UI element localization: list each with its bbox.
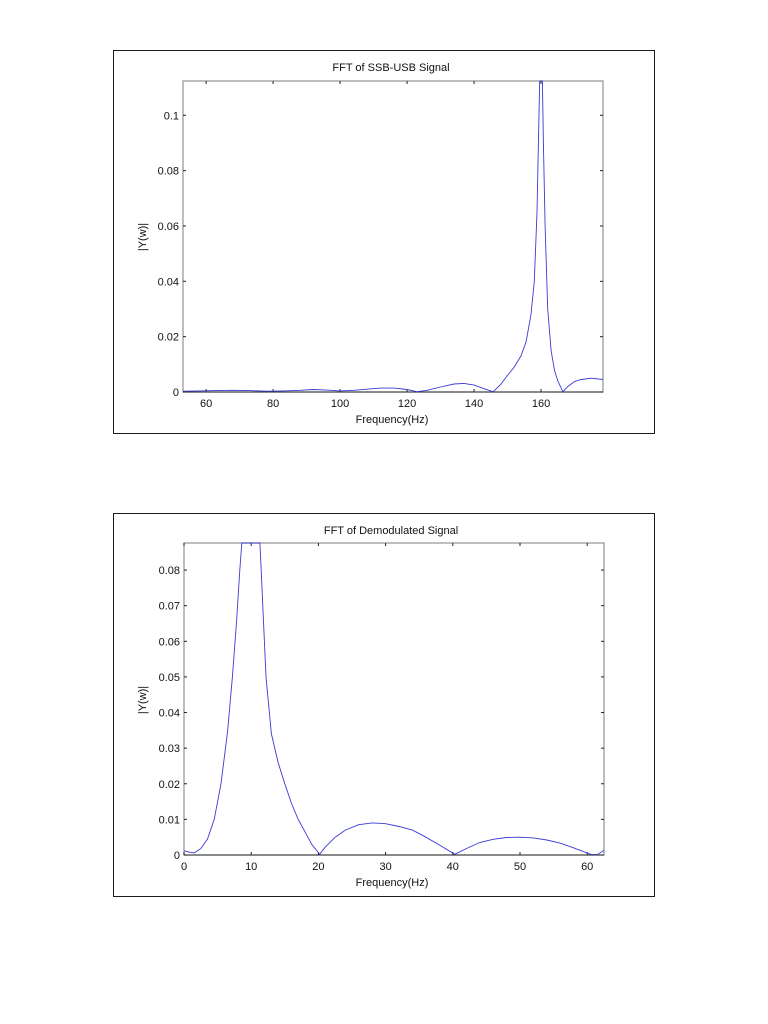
fft-curve — [182, 80, 604, 393]
plot-area-border — [183, 542, 605, 856]
y-tick-label: 0 — [173, 387, 179, 399]
x-tick-label: 160 — [532, 398, 550, 410]
y-tick-label: 0.07 — [159, 601, 180, 613]
y-tick-label: 0.02 — [158, 332, 179, 344]
y-tick-label: 0.03 — [159, 743, 180, 755]
fft-curve — [183, 542, 605, 856]
y-tick-label: 0.06 — [159, 636, 180, 648]
x-tick-label: 140 — [465, 398, 483, 410]
x-tick-label: 100 — [331, 398, 349, 410]
y-tick-label: 0.06 — [158, 221, 179, 233]
x-tick-label: 50 — [514, 861, 526, 873]
y-tick-label: 0.01 — [159, 814, 180, 826]
x-tick-label: 20 — [312, 861, 324, 873]
ticks: 0 10 20 30 40 50 60 0 0.01 0.02 0.03 0.04 0.05 0.06 0.… — [159, 543, 604, 873]
x-axis-label: Frequency(Hz) — [356, 414, 429, 426]
y-tick-label: 0.05 — [159, 672, 180, 684]
y-tick-label: 0.04 — [159, 708, 180, 720]
y-axis-label: |Y(w)| — [137, 686, 149, 714]
y-tick-label: 0.08 — [159, 565, 180, 577]
x-tick-label: 120 — [398, 398, 416, 410]
x-tick-label: 60 — [200, 398, 212, 410]
plot-area-border — [182, 80, 604, 393]
ticks: 60 80 100 120 140 160 0 0.02 0.04 0.06 0.08 0.1 — [158, 81, 603, 410]
x-tick-label: 30 — [379, 861, 391, 873]
chart-title: FFT of Demodulated Signal — [324, 525, 458, 537]
figure-ssb-usb-fft: FFT of SSB-USB Signal 60 80 100 120 140 160 0 0… — [113, 50, 655, 434]
figure-demodulated-fft: FFT of Demodulated Signal 0 10 20 30 40 50 60 0… — [113, 513, 655, 897]
axes — [182, 80, 604, 393]
y-tick-label: 0.08 — [158, 166, 179, 178]
x-tick-label: 80 — [267, 398, 279, 410]
y-tick-label: 0.04 — [158, 276, 179, 288]
axes — [183, 542, 605, 856]
y-tick-label: 0.02 — [159, 779, 180, 791]
x-tick-label: 40 — [447, 861, 459, 873]
y-tick-label: 0.1 — [164, 110, 179, 122]
y-tick-label: 0 — [174, 850, 180, 862]
chart-title: FFT of SSB-USB Signal — [332, 62, 449, 74]
x-tick-label: 0 — [181, 861, 187, 873]
x-tick-label: 10 — [245, 861, 257, 873]
chart-ssb-usb-fft: FFT of SSB-USB Signal 60 80 100 120 140 160 0 0… — [137, 62, 604, 426]
x-axis-label: Frequency(Hz) — [356, 877, 429, 889]
chart-demodulated-fft: FFT of Demodulated Signal 0 10 20 30 40 50 600… — [137, 525, 605, 889]
y-axis-label: |Y(w)| — [137, 223, 149, 251]
x-tick-label: 60 — [581, 861, 593, 873]
